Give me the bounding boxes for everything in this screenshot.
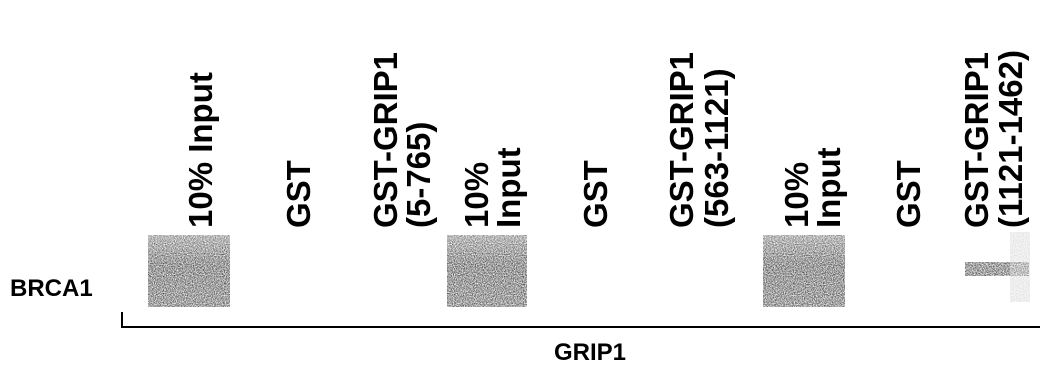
bands [148, 232, 1030, 307]
lane-label: GST [577, 160, 614, 228]
lane-label: GST [280, 160, 317, 228]
band [447, 235, 527, 307]
lane-label: (5-765) [400, 122, 437, 228]
lane-label: GST-GRIP1 [663, 52, 700, 228]
lane-label: (1121-1462) [992, 50, 1029, 228]
lane-label: GST-GRIP1 [958, 52, 995, 228]
band-smear [1010, 232, 1030, 302]
lane-label: GST-GRIP1 [367, 52, 404, 228]
row-label: BRCA1 [10, 275, 93, 302]
lane-label: Input [810, 147, 847, 228]
lane-label: 10% Input [182, 72, 219, 228]
band [763, 235, 845, 307]
lane-label: GST [890, 160, 927, 228]
lane-label: (563-1121) [698, 68, 735, 228]
bracket [122, 312, 1040, 327]
blot-figure: BRCA1 GRIP1 10% InputGSTGST-GRIP1(5-765)… [0, 0, 1047, 366]
group-label: GRIP1 [554, 339, 626, 366]
band [148, 235, 230, 307]
lane-label: Input [490, 147, 527, 228]
